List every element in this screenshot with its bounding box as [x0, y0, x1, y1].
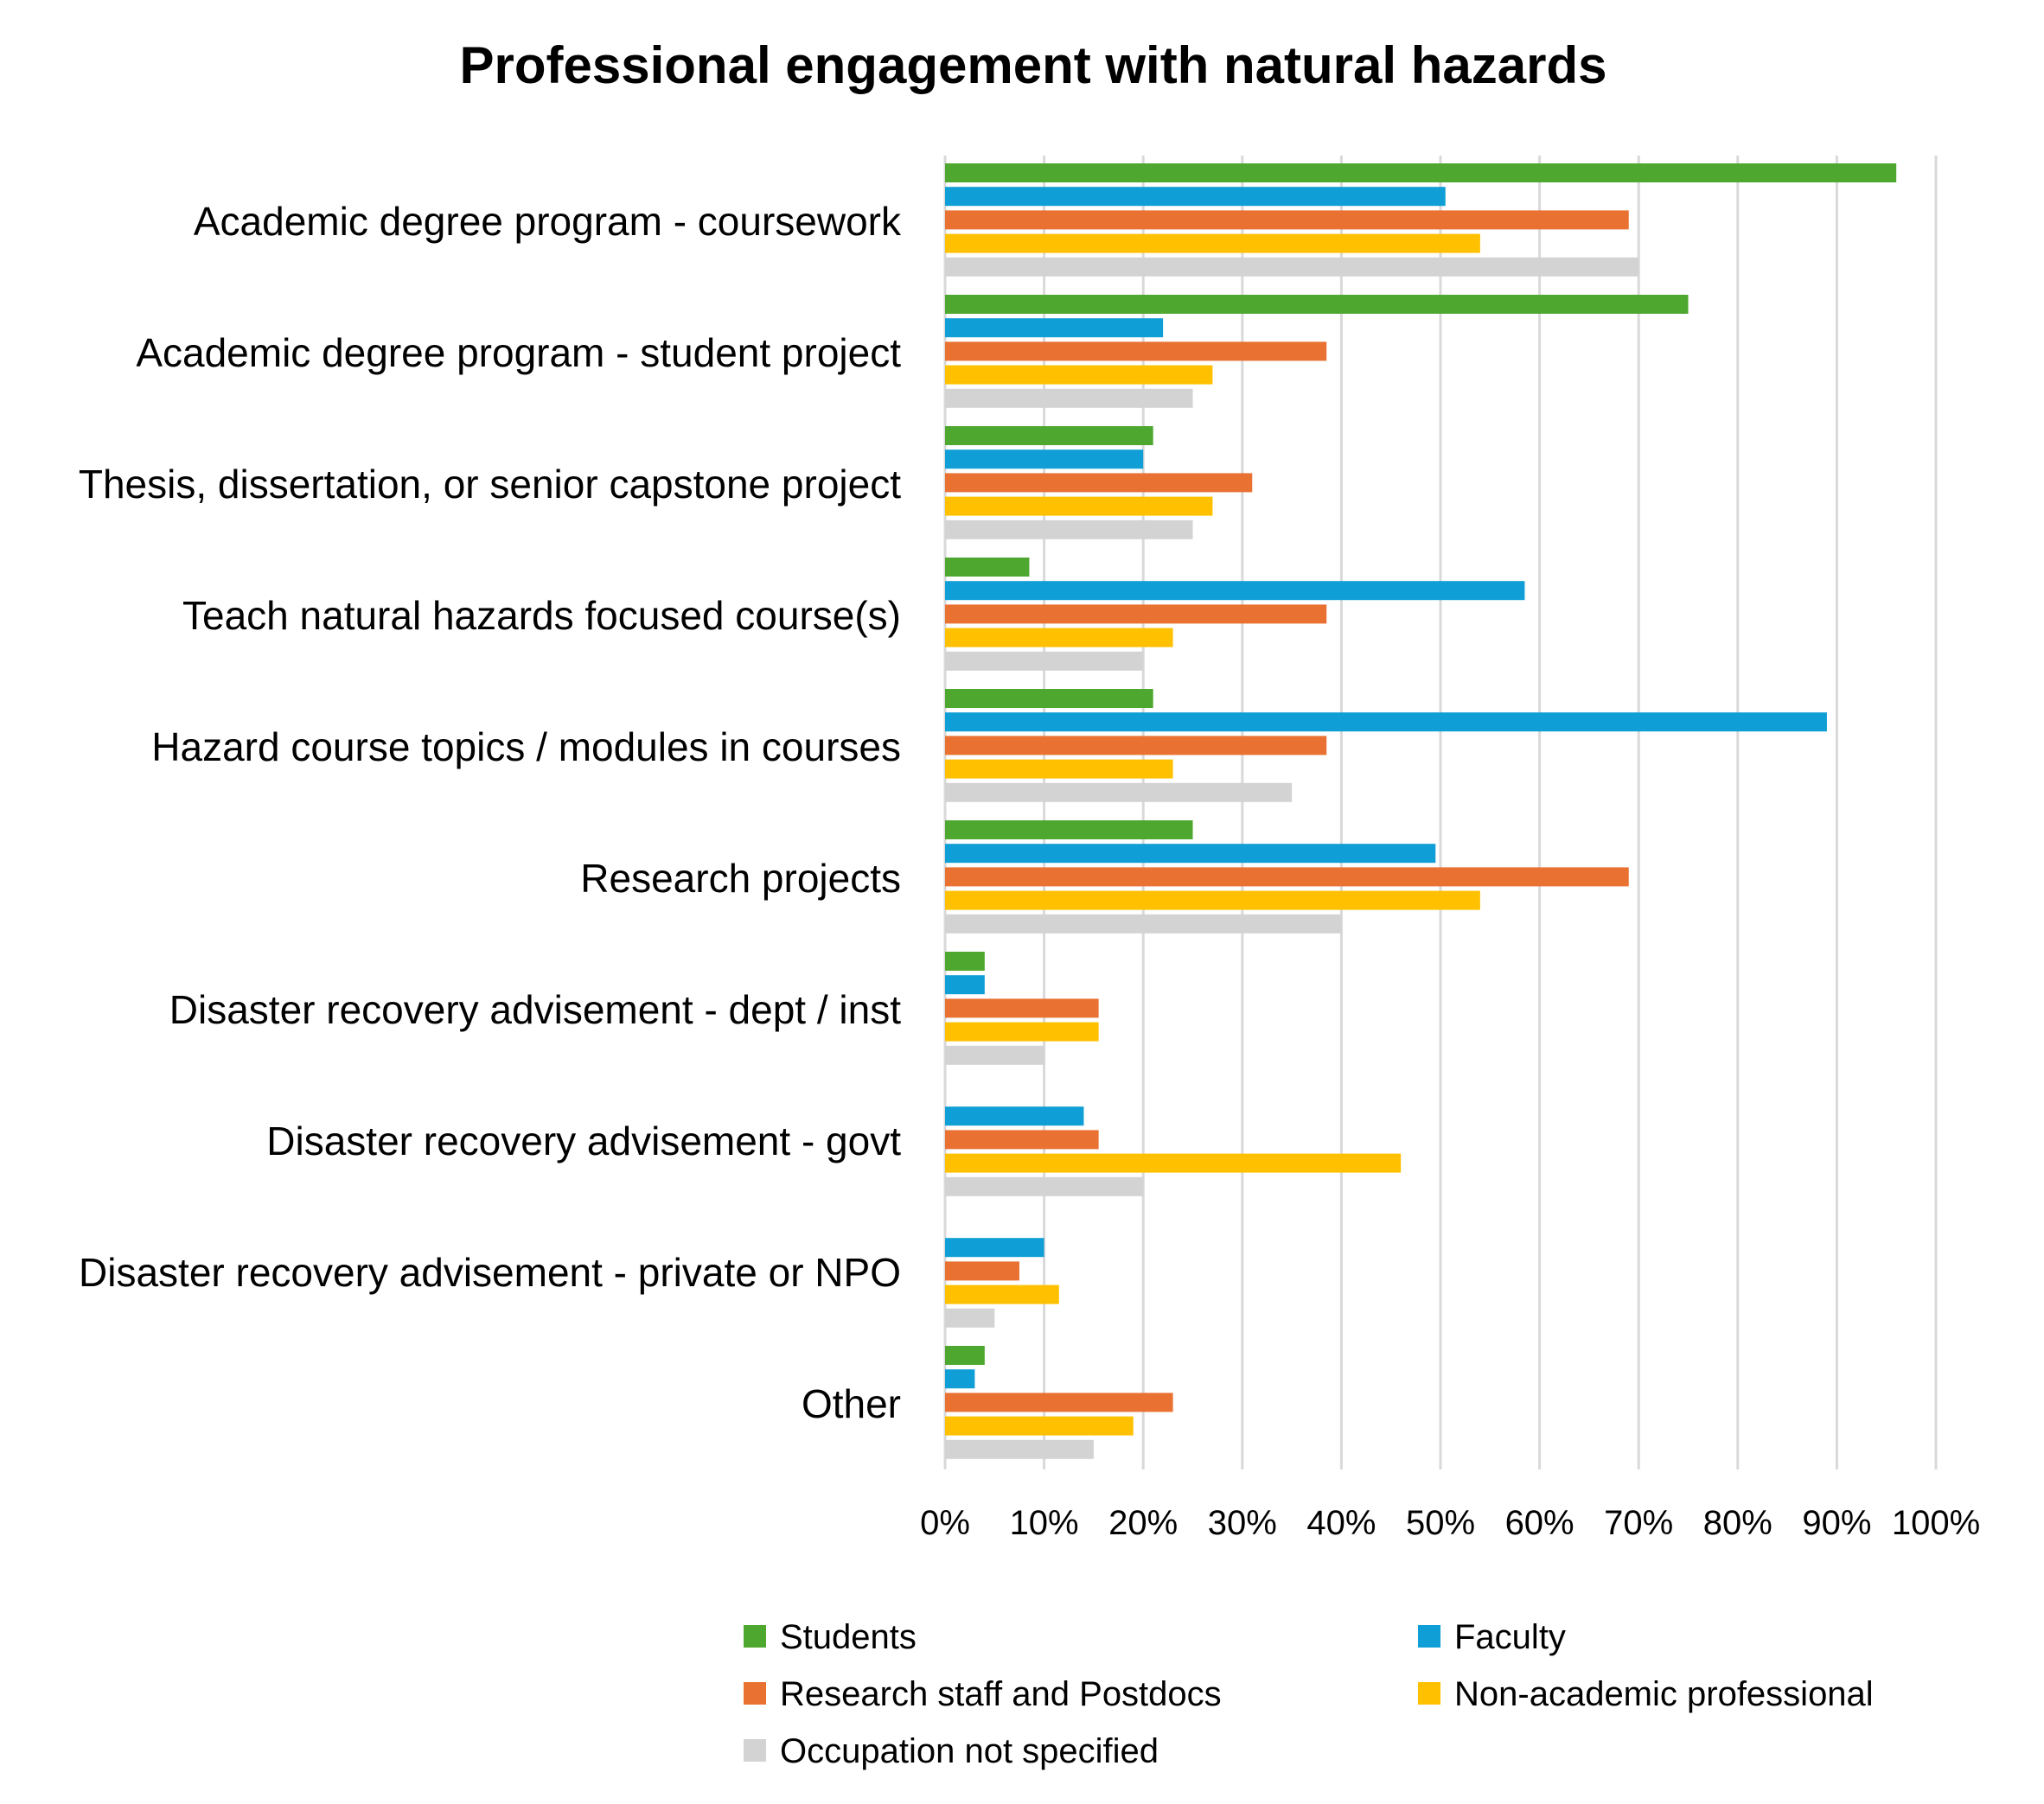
bar: [945, 1106, 1084, 1126]
bar: [945, 1238, 1044, 1258]
bar: [945, 388, 1193, 408]
category-label: Disaster recovery advisement - dept / in…: [169, 987, 901, 1032]
bar: [945, 651, 1144, 671]
x-tick-label: 100%: [1892, 1504, 1980, 1542]
bar: [945, 1308, 995, 1328]
x-tick-label: 80%: [1703, 1504, 1773, 1542]
x-tick-label: 0%: [920, 1504, 970, 1542]
bar: [945, 820, 1193, 839]
bar: [945, 520, 1193, 539]
bar: [945, 473, 1253, 493]
bar: [945, 233, 1480, 253]
legend: Students Faculty Research staff and Postdo…: [744, 1618, 1874, 1770]
legend-label: Non-academic professional: [1454, 1675, 1874, 1713]
bar: [945, 1176, 1144, 1196]
category-labels: Academic degree program - coursework Acad…: [79, 199, 902, 1426]
x-tick-labels: 0% 10% 20% 30% 40% 50% 60% 70% 80% 90% 100%: [920, 1504, 1980, 1542]
category-label: Academic degree program - coursework: [194, 199, 902, 244]
bar: [945, 890, 1480, 910]
legend-swatch: [744, 1682, 766, 1705]
bar: [945, 1022, 1099, 1042]
bar: [945, 1439, 1094, 1459]
bar: [945, 712, 1827, 732]
bar: [945, 914, 1342, 934]
bar: [945, 1416, 1134, 1436]
bar: [945, 782, 1293, 802]
category-label: Academic degree program - student projec…: [136, 330, 901, 375]
legend-label: Students: [780, 1618, 917, 1656]
x-tick-label: 50%: [1406, 1504, 1475, 1542]
x-tick-label: 60%: [1505, 1504, 1575, 1542]
bar: [945, 365, 1213, 385]
bar: [945, 689, 1153, 708]
bar: [945, 341, 1327, 361]
bar: [945, 426, 1153, 445]
bar: [945, 628, 1173, 647]
bar: [945, 952, 985, 971]
x-tick-label: 90%: [1802, 1504, 1871, 1542]
category-label: Disaster recovery advisement - govt: [266, 1119, 901, 1163]
category-label: Thesis, dissertation, or senior capstone…: [79, 462, 901, 507]
bar: [945, 736, 1327, 755]
x-tick-label: 20%: [1108, 1504, 1178, 1542]
bar: [945, 1153, 1402, 1173]
bar: [945, 496, 1213, 516]
x-tick-label: 70%: [1604, 1504, 1673, 1542]
category-label: Research projects: [580, 856, 901, 901]
bar: [945, 975, 985, 995]
bar: [945, 1393, 1173, 1412]
category-label: Teach natural hazards focused course(s): [182, 593, 901, 638]
bar: [945, 998, 1099, 1018]
bar: [945, 449, 1144, 469]
legend-label: Research staff and Postdocs: [780, 1675, 1222, 1713]
chart-title: Professional engagement with natural haz…: [460, 36, 1607, 94]
x-tick-label: 10%: [1010, 1504, 1079, 1542]
bar: [945, 867, 1629, 887]
legend-swatch: [744, 1739, 766, 1762]
bar: [945, 581, 1525, 601]
bar: [945, 295, 1689, 314]
bar: [945, 257, 1639, 277]
bar: [945, 1369, 975, 1389]
bar: [945, 163, 1897, 182]
bar: [945, 604, 1327, 624]
bar: [945, 558, 1030, 577]
bar: [945, 1284, 1059, 1304]
category-label: Hazard course topics / modules in course…: [151, 724, 901, 769]
x-tick-label: 30%: [1208, 1504, 1277, 1542]
bar: [945, 1346, 985, 1365]
bars: [945, 163, 1897, 1459]
x-tick-label: 40%: [1306, 1504, 1376, 1542]
bar: [945, 759, 1173, 779]
bar: [945, 1045, 1044, 1065]
category-label: Other: [802, 1381, 901, 1426]
bar: [945, 844, 1436, 864]
category-label: Disaster recovery advisement - private o…: [79, 1250, 901, 1295]
bar: [945, 1130, 1099, 1150]
bar: [945, 210, 1629, 230]
legend-label: Occupation not specified: [780, 1732, 1159, 1770]
bar: [945, 1261, 1019, 1281]
legend-swatch: [744, 1625, 766, 1648]
legend-swatch: [1418, 1625, 1440, 1648]
legend-label: Faculty: [1454, 1618, 1566, 1656]
bar: [945, 187, 1446, 207]
legend-swatch: [1418, 1682, 1440, 1705]
bar: [945, 318, 1164, 338]
